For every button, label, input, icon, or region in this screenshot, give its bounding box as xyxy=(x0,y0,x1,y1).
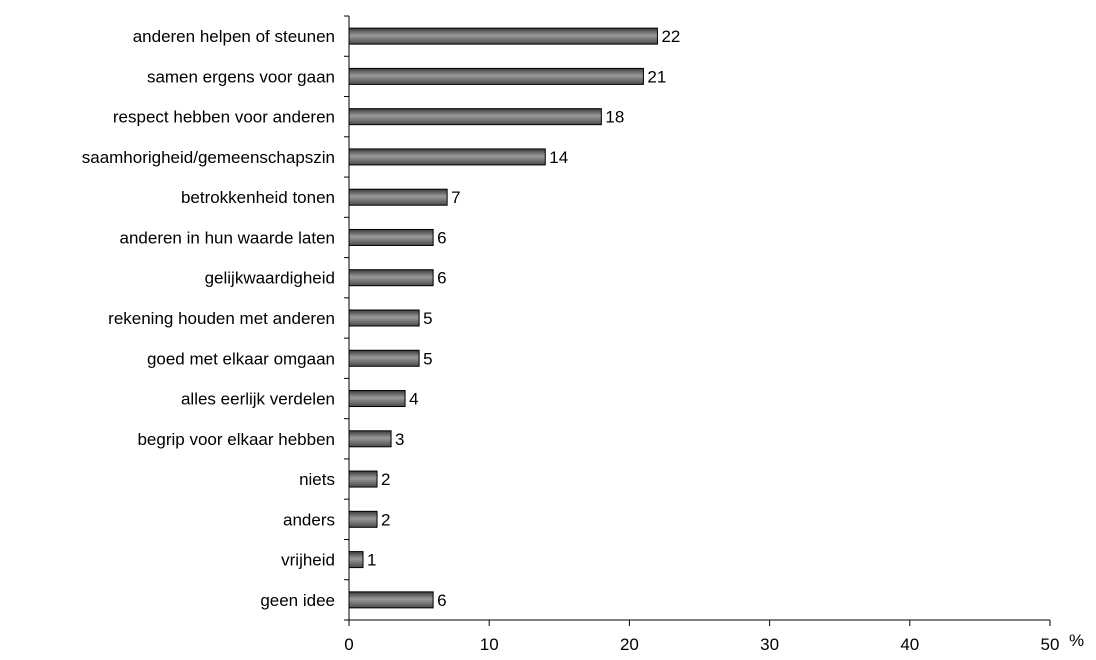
category-label: geen idee xyxy=(260,591,335,610)
bar xyxy=(348,591,434,609)
bar xyxy=(348,309,420,327)
x-tick-label: 40 xyxy=(900,635,919,654)
value-label: 22 xyxy=(661,27,680,46)
category-label: rekening houden met anderen xyxy=(108,309,335,328)
value-label: 7 xyxy=(451,188,460,207)
bar xyxy=(348,430,392,448)
category-label: anders xyxy=(283,510,335,529)
axes xyxy=(344,15,1051,626)
bar xyxy=(348,269,434,287)
x-tick-label: 30 xyxy=(760,635,779,654)
bar xyxy=(348,67,644,85)
bar xyxy=(348,510,378,528)
value-label: 1 xyxy=(367,551,376,570)
bar xyxy=(348,228,434,246)
category-label: anderen helpen of steunen xyxy=(133,27,335,46)
bar xyxy=(348,551,364,569)
value-label: 21 xyxy=(647,67,666,86)
category-label: niets xyxy=(299,470,335,489)
bar xyxy=(348,188,448,206)
bar xyxy=(348,27,658,45)
category-label: alles eerlijk verdelen xyxy=(181,390,335,409)
category-label: begrip voor elkaar hebben xyxy=(137,430,335,449)
x-axis-unit-label: % xyxy=(1069,631,1084,650)
bar xyxy=(348,349,420,367)
value-label: 5 xyxy=(423,349,432,368)
value-label: 4 xyxy=(409,390,418,409)
category-label: goed met elkaar omgaan xyxy=(147,349,335,368)
x-tick-label: 20 xyxy=(620,635,639,654)
category-label: betrokkenheid tonen xyxy=(181,188,335,207)
value-label: 2 xyxy=(381,470,390,489)
value-label: 6 xyxy=(437,269,446,288)
value-label: 6 xyxy=(437,228,446,247)
x-tick-label: 10 xyxy=(480,635,499,654)
x-tick-label: 0 xyxy=(344,635,353,654)
bar xyxy=(348,148,546,166)
x-tick-label: 50 xyxy=(1041,635,1060,654)
bar xyxy=(348,470,378,488)
category-label: anderen in hun waarde laten xyxy=(120,228,336,247)
category-label: samen ergens voor gaan xyxy=(147,67,335,86)
category-label: vrijheid xyxy=(281,551,335,570)
value-label: 14 xyxy=(549,148,568,167)
category-label: respect hebben voor anderen xyxy=(113,108,335,127)
value-label: 6 xyxy=(437,591,446,610)
value-label: 18 xyxy=(605,108,624,127)
bar xyxy=(348,390,406,408)
bar xyxy=(348,108,602,126)
value-label: 2 xyxy=(381,510,390,529)
category-label: saamhorigheid/gemeenschapszin xyxy=(82,148,335,167)
value-label: 3 xyxy=(395,430,404,449)
value-label: 5 xyxy=(423,309,432,328)
category-label: gelijkwaardigheid xyxy=(205,269,335,288)
